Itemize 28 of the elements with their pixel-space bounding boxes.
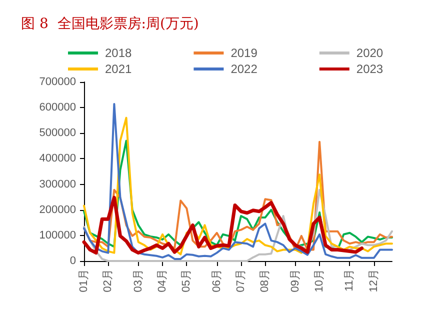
line-series xyxy=(82,196,364,255)
x-tick-label: 09月 xyxy=(289,269,302,292)
x-tick-label: 11月 xyxy=(344,269,356,292)
x-tick-label: 03月 xyxy=(132,269,144,292)
legend-label: 2020 xyxy=(356,46,384,60)
legend-label: 2018 xyxy=(105,46,132,60)
legend-label: 2019 xyxy=(230,46,258,60)
x-tick-label: 08月 xyxy=(259,269,272,292)
y-tick-label: 200000 xyxy=(39,204,76,216)
legend-label: 2022 xyxy=(230,62,258,76)
legend-label: 2021 xyxy=(105,62,132,76)
x-tick-label: 05月 xyxy=(180,269,193,292)
y-tick-label: 100000 xyxy=(39,229,76,242)
y-tick-label: 500000 xyxy=(39,127,76,140)
y-tick-label: 700000 xyxy=(39,76,76,88)
y-tick-label: 600000 xyxy=(39,102,76,114)
y-tick-label: 400000 xyxy=(39,152,76,165)
x-tick-label: 10月 xyxy=(314,269,326,292)
y-tick-label: 300000 xyxy=(39,178,76,190)
x-tick-label: 01月 xyxy=(78,269,90,292)
x-tick-label: 02月 xyxy=(102,269,114,292)
y-tick-label: 0 xyxy=(70,255,76,267)
x-tick-label: 04月 xyxy=(156,269,169,292)
x-tick-label: 12月 xyxy=(368,269,380,292)
x-tick-label: 07月 xyxy=(235,269,248,292)
x-tick-label: 06月 xyxy=(210,269,223,292)
chart-title: 图 8 全国电影票房:周(万元) xyxy=(21,16,199,32)
legend-label: 2023 xyxy=(356,62,384,76)
